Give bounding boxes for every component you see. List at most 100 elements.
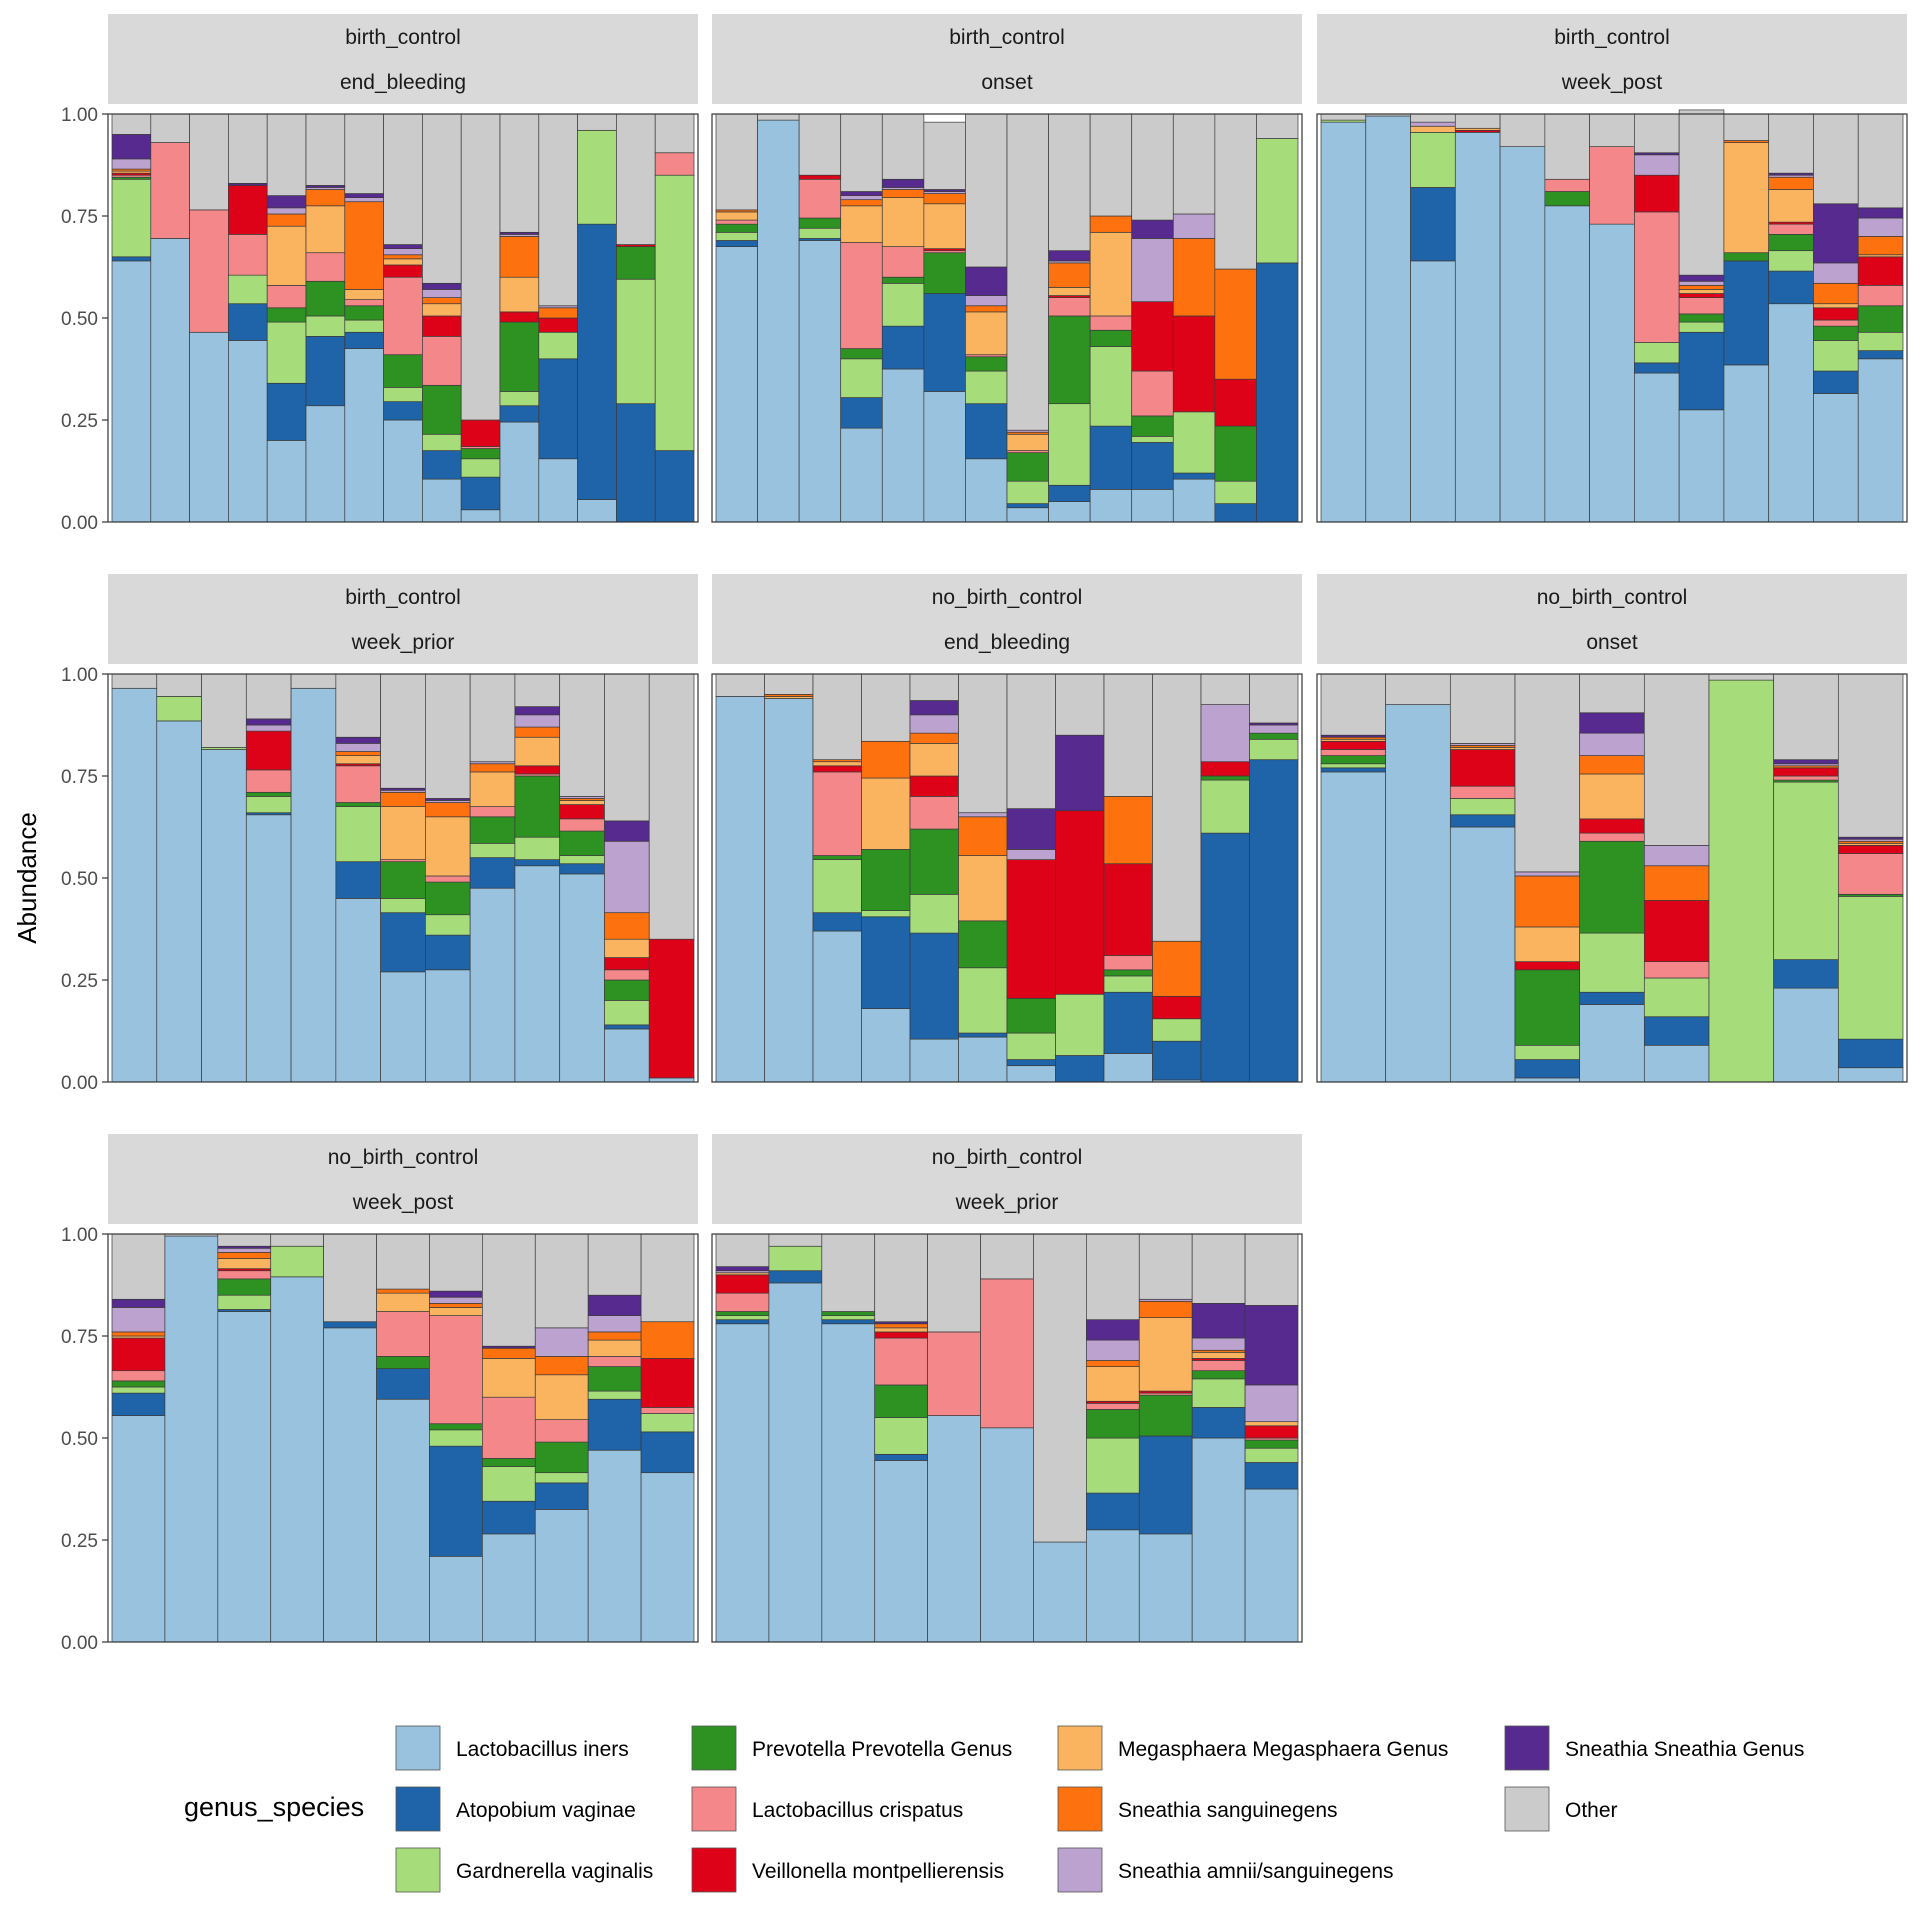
bar-segment	[965, 311, 1008, 356]
bar-segment	[909, 775, 959, 797]
bar-segment	[1103, 969, 1153, 977]
bar-segment	[840, 242, 883, 349]
bar-segment	[1837, 896, 1904, 1040]
bar-segment	[1773, 767, 1839, 777]
bar-segment	[514, 726, 561, 738]
bar-segment	[534, 1441, 589, 1474]
bar-segment	[344, 348, 384, 523]
bar-segment	[861, 1008, 911, 1083]
y-tick-label: 0.50	[61, 309, 98, 330]
bar-segment	[1544, 191, 1590, 207]
bar-segment	[1033, 1233, 1087, 1543]
bar-segment	[587, 1366, 642, 1392]
bar-segment	[335, 751, 381, 756]
bar-segment	[380, 971, 426, 1083]
bar-segment	[1048, 287, 1091, 296]
bar-segment	[201, 673, 247, 748]
bar-segment	[874, 1233, 928, 1323]
bar-segment	[1643, 845, 1710, 867]
bar-segment	[1214, 113, 1257, 270]
bar-segment	[111, 134, 152, 160]
panel-border	[711, 673, 1303, 1083]
bar-segment	[270, 1276, 324, 1643]
bar-segment	[1191, 1337, 1246, 1351]
bar-segment	[1643, 1016, 1710, 1046]
bar-segment	[1131, 370, 1174, 417]
bar-segment	[1172, 411, 1216, 474]
bar-segment	[1579, 673, 1645, 714]
bar-segment	[587, 1339, 642, 1357]
bar-segment	[266, 225, 307, 286]
legend-entry-label: Sneathia Sneathia Genus	[1565, 1738, 1804, 1761]
bar-segment	[305, 252, 346, 282]
bar-segment	[840, 358, 883, 398]
bar-segment	[111, 1386, 166, 1394]
bar-segment	[422, 336, 462, 386]
bar-segment	[1773, 759, 1839, 765]
bar-segment	[1191, 1370, 1246, 1380]
bar-segment	[812, 761, 862, 767]
bar-segment	[514, 673, 561, 707]
facet-panel: no_birth_control week_post 0.00 0.25 0.50 0.7…	[61, 1134, 699, 1654]
bar-segment	[1320, 755, 1387, 765]
y-tick-label: 1.00	[61, 665, 98, 686]
bar-segment	[604, 820, 650, 842]
bar-segment	[469, 806, 516, 818]
bar-segment	[604, 979, 650, 1001]
bar-segment	[150, 238, 190, 523]
bar-segment	[812, 912, 862, 932]
bar-segment	[499, 311, 540, 323]
bar-segment	[604, 673, 650, 822]
bar-segment	[1055, 993, 1105, 1056]
bar-segment	[217, 1258, 272, 1270]
bar-segment	[1006, 503, 1049, 509]
bar-segment	[1131, 238, 1174, 303]
bar-segment	[538, 358, 578, 460]
bar-segment	[425, 881, 471, 916]
bar-segment	[958, 816, 1008, 856]
bar-segment	[1773, 673, 1839, 761]
legend-entry-label: Veillonella montpellierensis	[752, 1860, 1004, 1883]
bar-segment	[429, 1296, 483, 1304]
bar-segment	[958, 673, 1008, 814]
bar-segment	[335, 736, 381, 744]
bar-segment	[604, 1028, 650, 1083]
bar-segment	[874, 1323, 928, 1329]
bar-segment	[798, 227, 842, 239]
bar-segment	[874, 1337, 928, 1386]
bar-segment	[909, 714, 959, 734]
bar-segment	[245, 718, 292, 726]
bar-segment	[429, 1555, 483, 1643]
bar-segment	[217, 1247, 272, 1253]
bar-segment	[217, 1252, 272, 1259]
bar-segment	[715, 673, 765, 697]
bar-segment	[1006, 433, 1049, 451]
bar-segment	[344, 299, 384, 307]
bar-segment	[1514, 969, 1581, 1046]
bar-segment	[290, 687, 337, 1083]
bar-segment	[840, 191, 883, 196]
bar-segment	[422, 315, 462, 337]
bar-segment	[1200, 779, 1250, 834]
bar-segment	[111, 260, 152, 523]
bar-segment	[1454, 132, 1501, 523]
bar-segment	[1200, 673, 1250, 705]
bar-segment	[812, 673, 862, 761]
bar-segment	[587, 1331, 642, 1341]
bar-segment	[1006, 1059, 1056, 1067]
bar-segment	[1773, 959, 1839, 989]
bar-segment	[1857, 217, 1904, 237]
facet-strip-label: week_post	[1561, 71, 1663, 94]
bar-segment	[335, 673, 381, 738]
bar-segment	[1365, 115, 1411, 523]
bar-segment	[1385, 673, 1451, 705]
bar-segment	[1857, 207, 1904, 219]
bar-segment	[422, 478, 462, 523]
bar-segment	[1410, 187, 1456, 262]
bar-segment	[111, 1392, 166, 1416]
bar-segment	[111, 1307, 166, 1333]
bar-segment	[1103, 975, 1153, 993]
bar-segment	[425, 914, 471, 936]
bar-segment	[840, 199, 883, 207]
bar-segment	[1172, 472, 1216, 480]
